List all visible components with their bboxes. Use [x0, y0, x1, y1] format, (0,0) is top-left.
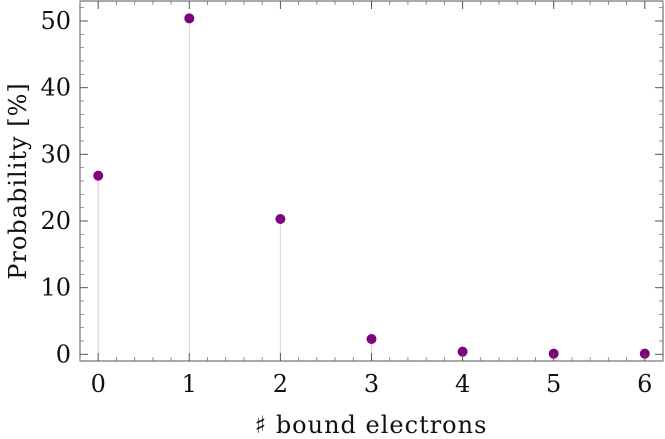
y-tick-label: 20	[40, 207, 71, 235]
x-tick-label: 3	[364, 370, 379, 398]
x-axis-label: ♯ bound electrons	[255, 411, 488, 439]
data-point	[275, 214, 286, 224]
data-point	[366, 334, 377, 344]
x-tick-label: 1	[182, 370, 197, 398]
y-tick-label: 50	[40, 7, 71, 35]
y-axis-label: Probability [%]	[4, 82, 32, 280]
y-tick-label: 30	[40, 140, 71, 168]
y-tick-label: 0	[56, 340, 71, 368]
x-tick-label: 6	[637, 370, 652, 398]
plot-frame	[79, 0, 664, 362]
x-tick-label: 2	[273, 370, 288, 398]
y-tick-label: 40	[40, 74, 71, 102]
data-point	[93, 170, 104, 181]
stems	[97, 18, 646, 355]
y-tick-label: 10	[40, 274, 71, 302]
y-axis-ticks: 0 10 20 30 40 50	[40, 7, 663, 368]
x-tick-label: 0	[91, 370, 106, 398]
x-tick-label: 4	[455, 370, 470, 398]
data-point	[184, 13, 195, 24]
x-axis-ticks: 0 1 2 3 4 5 6	[91, 1, 652, 398]
minor-ticks	[79, 1, 664, 361]
data-point	[457, 346, 468, 357]
data-points	[93, 13, 650, 359]
x-tick-label: 5	[546, 370, 561, 398]
